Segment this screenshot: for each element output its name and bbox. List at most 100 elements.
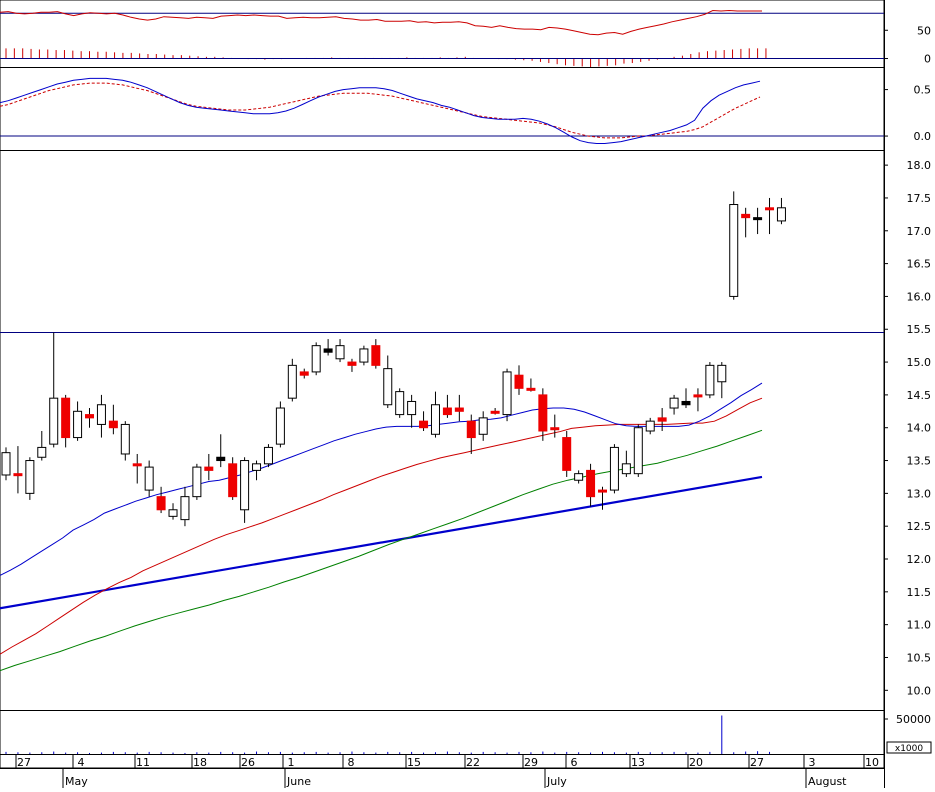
candle-body xyxy=(574,473,584,481)
date-tick-label: 11 xyxy=(136,756,150,769)
date-tick-label: 3 xyxy=(809,756,816,769)
candle-body xyxy=(73,410,83,439)
candle-body xyxy=(37,446,47,458)
candle-body xyxy=(311,345,321,373)
candle-body xyxy=(49,397,59,445)
candle-body xyxy=(598,489,607,493)
candle-body xyxy=(359,348,369,363)
candle-body xyxy=(287,364,297,399)
date-tick-label: 29 xyxy=(524,756,538,769)
month-label: June xyxy=(286,775,311,788)
price-tick-label: 15.0 xyxy=(907,356,932,369)
candle-body xyxy=(741,213,751,219)
price-tick-label: 17.0 xyxy=(907,225,932,238)
candle-body xyxy=(263,446,273,465)
date-tick-label: 26 xyxy=(241,756,255,769)
moving-average-short xyxy=(0,382,763,576)
candle-body xyxy=(395,391,405,416)
date-tick-label: 6 xyxy=(571,756,578,769)
macd-line xyxy=(0,77,761,144)
price-tick-label: 18.0 xyxy=(907,159,932,172)
candle-body xyxy=(478,417,488,435)
price-tick-label: 11.5 xyxy=(907,586,932,599)
price-tick-label: 10.5 xyxy=(907,651,932,664)
month-label: July xyxy=(546,775,567,788)
date-tick-label: 4 xyxy=(78,756,85,769)
date-tick-label: 20 xyxy=(689,756,703,769)
macd-tick-label: 0.0 xyxy=(914,130,932,143)
candle-body xyxy=(490,410,500,414)
candle-body xyxy=(144,466,154,491)
candle-body xyxy=(645,420,655,432)
candle-body xyxy=(776,207,786,222)
candle-body xyxy=(753,217,763,221)
candle-body xyxy=(132,463,142,467)
axis-labels: 50 0 0.5 0.0 18.0 17.5 17.0 16.5 16.0 15.5 15.0 14.… xyxy=(15,24,932,788)
date-tick-label: 27 xyxy=(17,756,31,769)
moving-average-medium xyxy=(0,397,763,655)
candle-body xyxy=(108,420,118,429)
price-tick-label: 12.5 xyxy=(907,520,932,533)
candle-body xyxy=(538,394,548,432)
price-tick-label: 13.0 xyxy=(907,487,932,500)
candle-body xyxy=(669,397,679,409)
macd-signal-line xyxy=(0,82,761,139)
price-tick-label: 16.5 xyxy=(907,258,932,271)
candle-body xyxy=(657,417,667,422)
candle-body xyxy=(347,361,357,366)
price-tick-label: 11.0 xyxy=(907,619,932,632)
price-panel xyxy=(0,191,884,672)
candle-body xyxy=(96,404,106,425)
candle-body xyxy=(85,414,95,419)
candle-body xyxy=(526,387,536,391)
candle-body xyxy=(502,371,512,416)
candle-body xyxy=(466,420,476,439)
date-tick-label: 8 xyxy=(348,756,355,769)
candle-body xyxy=(120,423,130,455)
oscillator-panel xyxy=(0,9,884,67)
date-tick-label: 18 xyxy=(193,756,207,769)
candle-body xyxy=(514,374,524,389)
candle-body xyxy=(371,345,381,366)
oscillator-tick-label: 50 xyxy=(917,24,931,37)
trendline xyxy=(0,475,763,610)
candle-body xyxy=(454,407,464,412)
candle-body xyxy=(216,456,226,462)
volume-multiplier-box xyxy=(886,741,932,754)
price-tick-label: 12.0 xyxy=(907,553,932,566)
candle-body xyxy=(621,463,631,475)
candle-body xyxy=(25,460,35,494)
candle-body xyxy=(383,368,393,406)
macd-tick-label: 0.5 xyxy=(914,84,932,97)
candle-body xyxy=(275,407,285,445)
date-tick-label: 10 xyxy=(865,756,879,769)
panel-borders xyxy=(0,0,885,788)
candle-body xyxy=(204,466,214,471)
candle-body xyxy=(609,446,619,491)
candle-body xyxy=(693,394,703,398)
candle-body xyxy=(1,452,11,476)
date-tick-label: 15 xyxy=(407,756,421,769)
candle-body xyxy=(633,427,643,475)
moving-average-long xyxy=(0,429,763,672)
candle-body xyxy=(323,348,333,353)
candle-body xyxy=(442,407,452,416)
candle-body xyxy=(407,400,417,416)
candle-body xyxy=(550,427,560,431)
candle-body xyxy=(562,437,572,471)
oscillator-tick-label: 0 xyxy=(924,53,931,66)
candle-body xyxy=(430,404,440,435)
candle-body xyxy=(192,466,202,498)
volume-multiplier-label: x1000 xyxy=(895,744,924,754)
candle-body xyxy=(180,496,190,521)
candle-body xyxy=(240,460,250,511)
volume-tick-label: 50000 xyxy=(896,713,931,726)
price-tick-label: 13.5 xyxy=(907,455,932,468)
candle-body xyxy=(61,397,71,439)
price-tick-label: 10.0 xyxy=(907,684,932,697)
price-tick-label: 15.5 xyxy=(907,323,932,336)
oscillator-line xyxy=(0,9,762,36)
price-tick-label: 14.5 xyxy=(907,389,932,402)
month-label: August xyxy=(808,775,847,788)
